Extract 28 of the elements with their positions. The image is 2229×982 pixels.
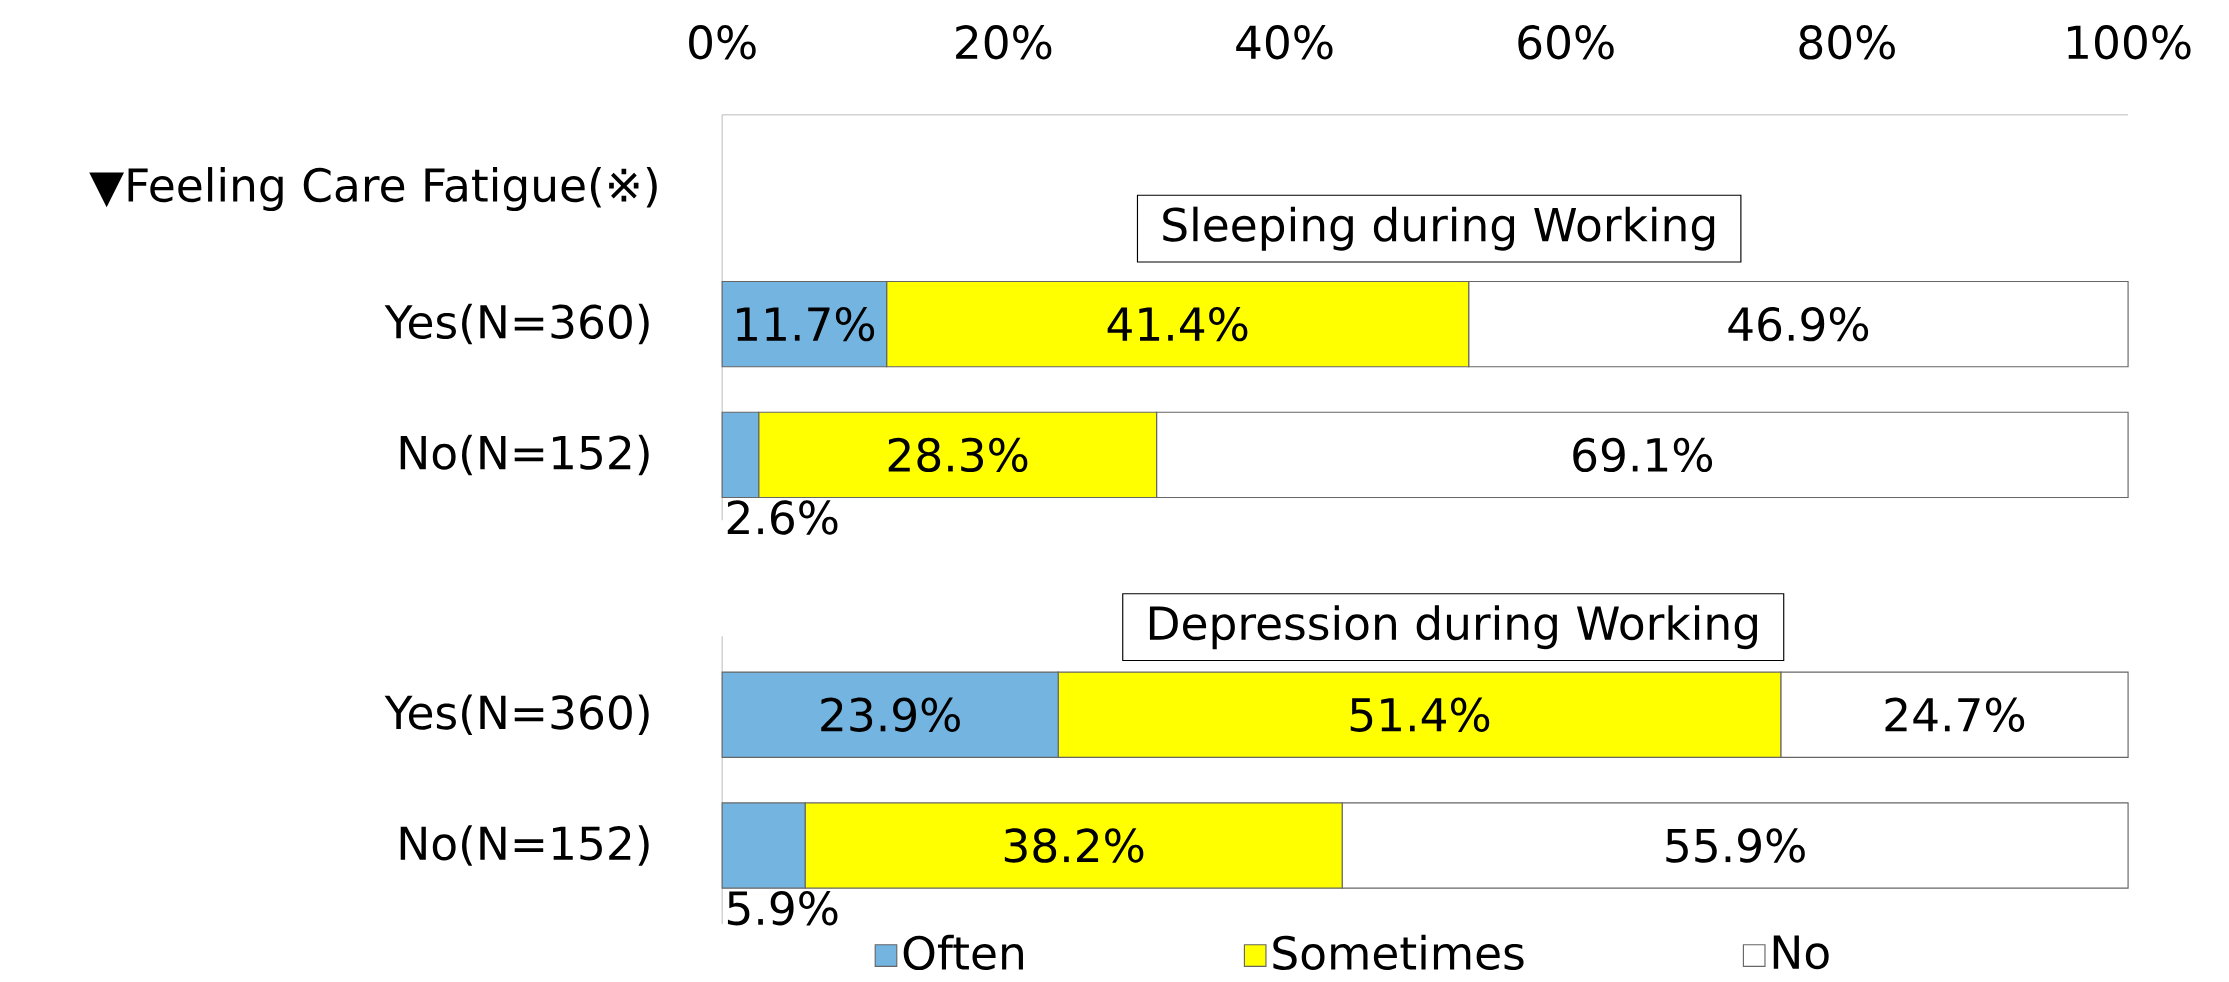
x-tick-label: 20% [956, 24, 1052, 60]
data-label: 38.2% [1004, 828, 1144, 863]
y-tick-label: Yes(N=360) [384, 303, 649, 345]
x-tick-label: 100% [2068, 24, 2191, 60]
data-label: 23.9% [821, 697, 960, 732]
x-tick-label: 40% [1236, 24, 1333, 60]
y-tick-label: No(N=152) [400, 434, 649, 476]
legend-label: No [1773, 935, 1829, 970]
legend-label: Often [903, 934, 1023, 970]
data-label: 24.7% [1885, 697, 2025, 732]
data-label: 46.9% [1728, 306, 1869, 342]
data-label: 28.3% [888, 437, 1028, 472]
y-tick-label: Yes(N=360) [384, 694, 649, 735]
text: ▼Feeling Care Fatigue(※) [89, 166, 657, 211]
data-label: 69.1% [1573, 437, 1713, 472]
x-tick-label: 60% [1518, 24, 1614, 60]
chart-title: Depression during Working [1149, 604, 1757, 649]
data-label: 11.7% [737, 306, 875, 342]
x-tick-label: 80% [1799, 24, 1895, 60]
legend-label: Sometimes [1273, 934, 1524, 970]
data-label: 41.4% [1107, 306, 1248, 342]
x-tick-label: 0% [689, 24, 756, 60]
chart-title: Sleeping during Working [1163, 206, 1715, 251]
data-label: 2.6% [727, 500, 838, 535]
data-label: 55.9% [1666, 828, 1805, 863]
data-label: 51.4% [1350, 697, 1490, 732]
data-label: 5.9% [727, 890, 838, 926]
y-tick-label: No(N=152) [400, 825, 649, 866]
